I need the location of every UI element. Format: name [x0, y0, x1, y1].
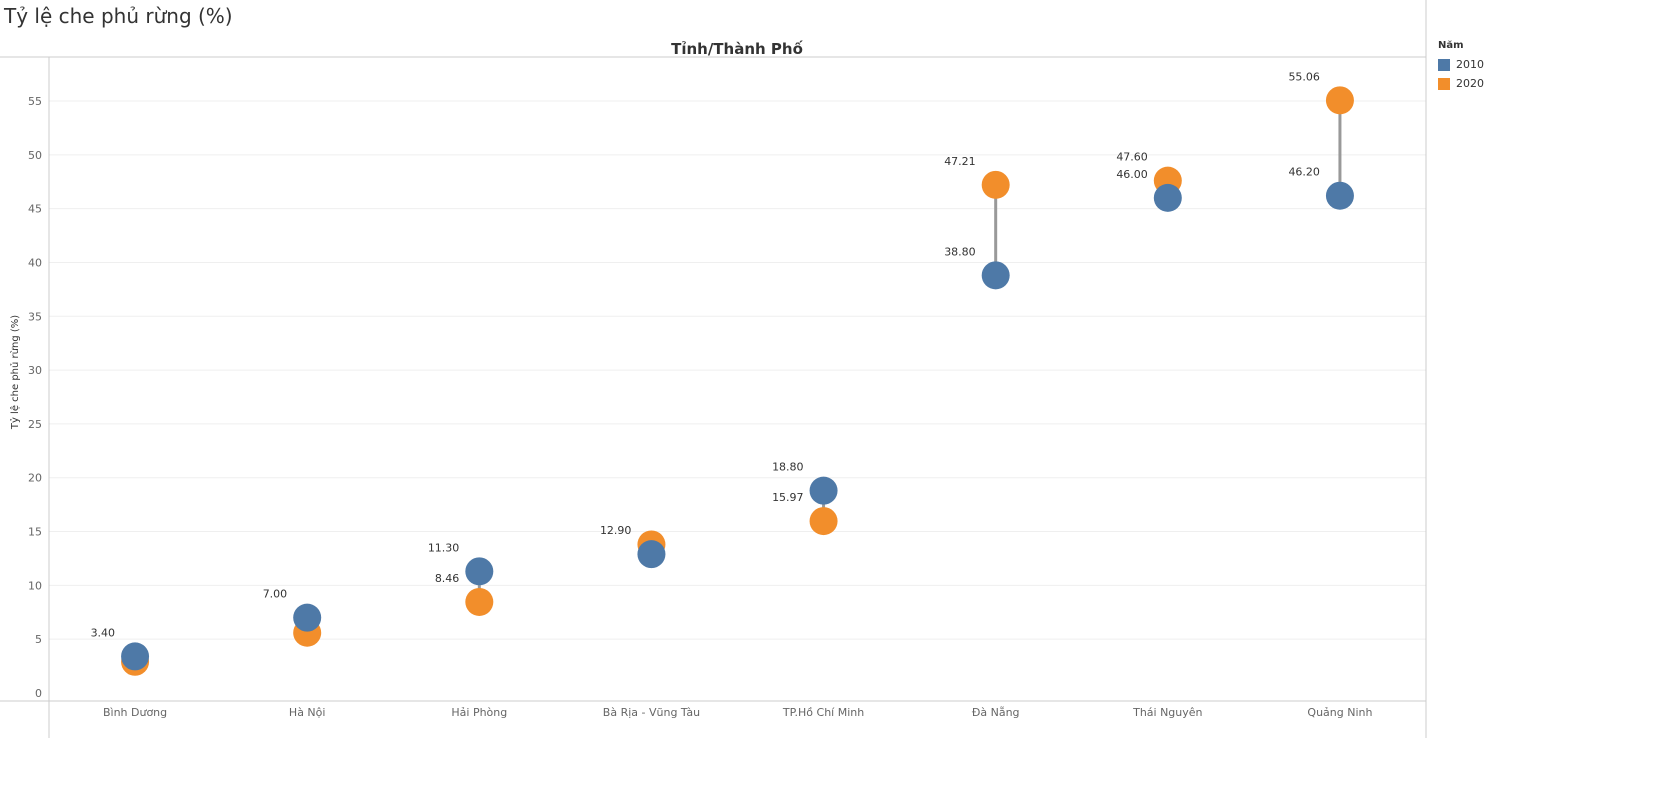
y-tick-label: 40	[28, 256, 42, 269]
x-axis-title: Tỉnh/Thành Phố	[671, 39, 803, 58]
data-label: 47.60	[1116, 151, 1148, 164]
data-point-2020[interactable]	[809, 507, 838, 536]
x-tick-label: Đà Nẵng	[972, 706, 1020, 719]
y-tick-label: 25	[28, 418, 42, 431]
data-label: 55.06	[1288, 70, 1320, 83]
x-tick-label: Bình Dương	[103, 706, 167, 719]
data-point-2010[interactable]	[637, 540, 666, 569]
y-tick-label: 10	[28, 579, 42, 592]
y-tick-label: 50	[28, 149, 42, 162]
data-point-2010[interactable]	[121, 642, 150, 671]
x-tick-label: Quảng Ninh	[1307, 706, 1372, 719]
page-title: Tỷ lệ che phủ rừng (%)	[4, 4, 233, 28]
y-tick-label: 20	[28, 472, 42, 485]
data-point-2020[interactable]	[981, 170, 1010, 199]
y-tick-label: 45	[28, 203, 42, 216]
data-label: 3.40	[91, 626, 116, 639]
data-label: 11.30	[428, 541, 460, 554]
legend: Năm 2010 2020	[1438, 40, 1484, 93]
data-label: 46.00	[1116, 168, 1148, 181]
data-points	[121, 86, 1354, 676]
x-tick-label: TP.Hồ Chí Minh	[782, 706, 864, 719]
legend-item-2010[interactable]: 2010	[1438, 55, 1484, 74]
data-point-2020[interactable]	[1325, 86, 1354, 115]
x-tick-label: Bà Rịa - Vũng Tàu	[603, 706, 700, 719]
data-point-2010[interactable]	[981, 261, 1010, 290]
data-label: 7.00	[263, 588, 288, 601]
dumbbell-chart: 0 5 10 15 20 25 30 35 40 45 50 55 Bình Dương Hà Nội Hả…	[0, 0, 1427, 738]
data-label: 18.80	[772, 461, 804, 474]
data-labels: 3.40 7.00 11.30 8.46 12.90 18.80 15.97 47.21 38.…	[91, 70, 1320, 639]
y-axis-title: Tỷ lệ che phủ rừng (%)	[9, 315, 21, 430]
legend-label-2020: 2020	[1456, 77, 1484, 90]
data-point-2010[interactable]	[465, 557, 494, 586]
y-tick-label: 30	[28, 364, 42, 377]
x-tick-label: Hà Nội	[289, 706, 326, 719]
y-tick-label: 55	[28, 95, 42, 108]
data-point-2010[interactable]	[1153, 183, 1182, 212]
data-point-2010[interactable]	[1325, 181, 1354, 210]
x-tick-label: Hải Phòng	[451, 706, 507, 719]
data-label: 15.97	[772, 491, 804, 504]
y-tick-label: 35	[28, 310, 42, 323]
y-tick-label: 5	[35, 633, 42, 646]
legend-title: Năm	[1438, 40, 1464, 51]
legend-label-2010: 2010	[1456, 58, 1484, 71]
y-tick-label: 15	[28, 526, 42, 539]
data-label: 47.21	[944, 155, 976, 168]
legend-item-2020[interactable]: 2020	[1438, 74, 1484, 93]
axes: 0 5 10 15 20 25 30 35 40 45 50 55 Bình Dương Hà Nội Hả…	[0, 0, 1427, 738]
gridlines	[49, 100, 1426, 640]
data-point-2010[interactable]	[809, 476, 838, 505]
data-point-2020[interactable]	[465, 587, 494, 616]
legend-swatch-2010	[1438, 58, 1450, 71]
data-point-2010[interactable]	[293, 603, 322, 632]
data-label: 12.90	[600, 524, 632, 537]
legend-swatch-2020	[1438, 77, 1450, 90]
x-tick-label: Thái Nguyên	[1132, 706, 1202, 719]
y-tick-label: 0	[35, 687, 42, 700]
data-label: 46.20	[1288, 166, 1320, 179]
data-label: 8.46	[435, 572, 460, 585]
data-label: 38.80	[944, 245, 976, 258]
